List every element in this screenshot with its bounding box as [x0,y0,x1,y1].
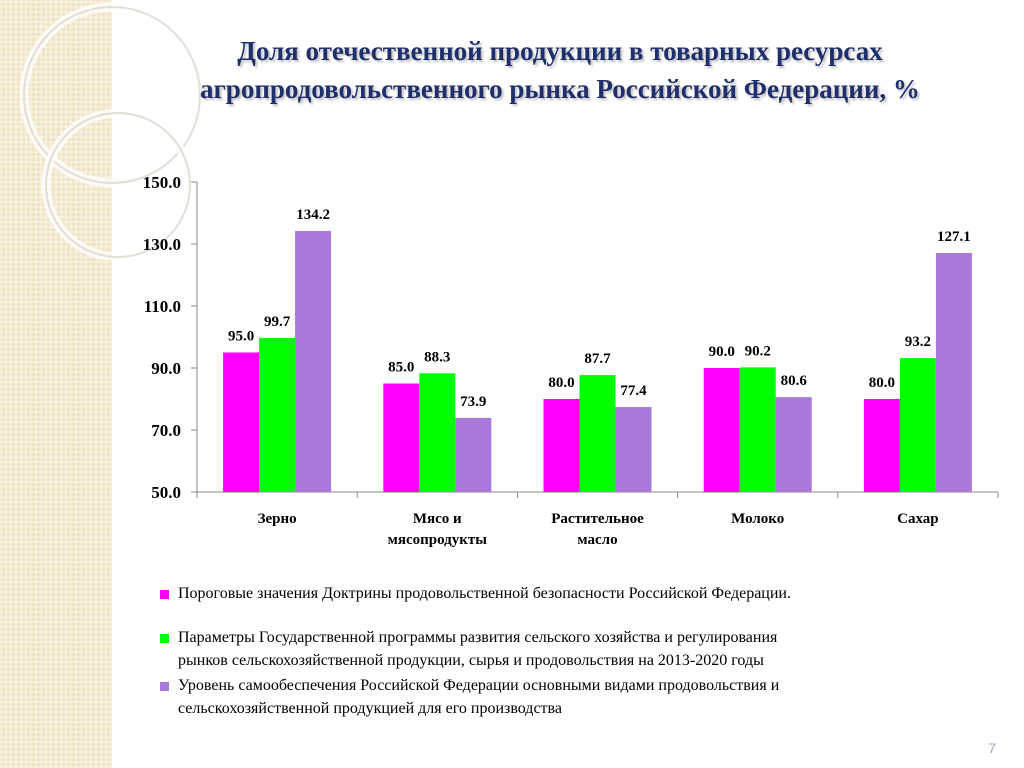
y-tick-label: 90.0 [151,359,181,378]
bar-value-label: 127.1 [937,229,971,245]
page-title: Доля отечественной продукции в товарных … [120,32,1000,108]
x-category-label: Молоко [731,511,784,527]
bar [259,337,296,492]
bar [579,375,616,492]
bar-value-label: 134.2 [296,207,330,223]
legend-text-self-sufficiency-line2: сельскохозяйственной продукцией для его … [178,700,562,717]
bar [739,367,776,492]
bar-value-label: 73.9 [460,394,486,410]
x-category-label: Мясо и [413,511,462,527]
y-tick-label: 50.0 [151,483,181,502]
legend-swatch-self-sufficiency [160,682,169,691]
y-tick-label: 70.0 [151,421,181,440]
bar [703,368,740,492]
decorative-rings [19,2,205,260]
chart-legend: Пороговые значения Доктрины продовольств… [158,582,998,720]
bar-value-label: 95.0 [228,329,254,345]
legend-text-self-sufficiency-line1: Уровень самообеспечения Российской Федер… [178,677,780,694]
bar-value-label: 99.7 [264,314,291,330]
legend-item-doctrine: Пороговые значения Доктрины продовольств… [158,582,998,605]
bar-value-label: 85.0 [388,360,414,376]
bar [775,397,812,492]
bar [543,399,580,492]
x-category-label: Растительное [551,511,644,527]
bar-value-label: 80.6 [781,373,808,389]
bar-chart: 150.0 130.0 110.0 90.0 70.0 50.0 Зерно 95.0 99.7… [143,173,999,548]
bar [419,373,456,492]
legend-item-self-sufficiency: Уровень самообеспечения Российской Федер… [158,674,998,720]
x-category-label: мясопродукты [388,532,488,548]
bar-value-label: 87.7 [584,351,611,367]
legend-text-program-line1: Параметры Государственной программы разв… [178,629,778,646]
bar [223,352,260,492]
legend-swatch-doctrine [160,590,169,599]
y-tick-label: 130.0 [143,235,181,254]
page-number: 7 [988,740,996,756]
title-line-1: Доля отечественной продукции в товарных … [237,36,883,66]
bar-value-label: 80.0 [869,375,895,391]
x-category-label: Зерно [258,511,297,527]
bar [383,383,420,492]
title-line-2: агропродовольственного рынка Российской … [200,74,920,104]
bar-value-label: 93.2 [905,334,931,350]
decorative-side-strip [0,0,112,768]
x-category-label: масло [577,532,617,548]
bar [863,399,900,492]
bar-value-label: 80.0 [548,375,574,391]
bar-value-label: 77.4 [620,383,647,399]
y-tick-label: 110.0 [144,297,181,316]
bar-value-label: 90.0 [709,344,735,360]
bar [455,417,492,492]
bar-value-label: 90.2 [745,343,771,359]
bar [899,358,936,492]
bar-value-label: 88.3 [424,349,450,365]
bar [295,230,332,493]
legend-text-doctrine: Пороговые значения Доктрины продовольств… [178,585,791,602]
y-tick-label: 150.0 [143,173,181,192]
x-category-label: Сахар [897,511,938,527]
bar [615,407,652,492]
legend-item-program: Параметры Государственной программы разв… [158,626,998,672]
legend-swatch-program [160,634,169,643]
bar [935,252,972,492]
legend-text-program-line2: рынков сельскохозяйственной продукции, с… [178,652,764,669]
